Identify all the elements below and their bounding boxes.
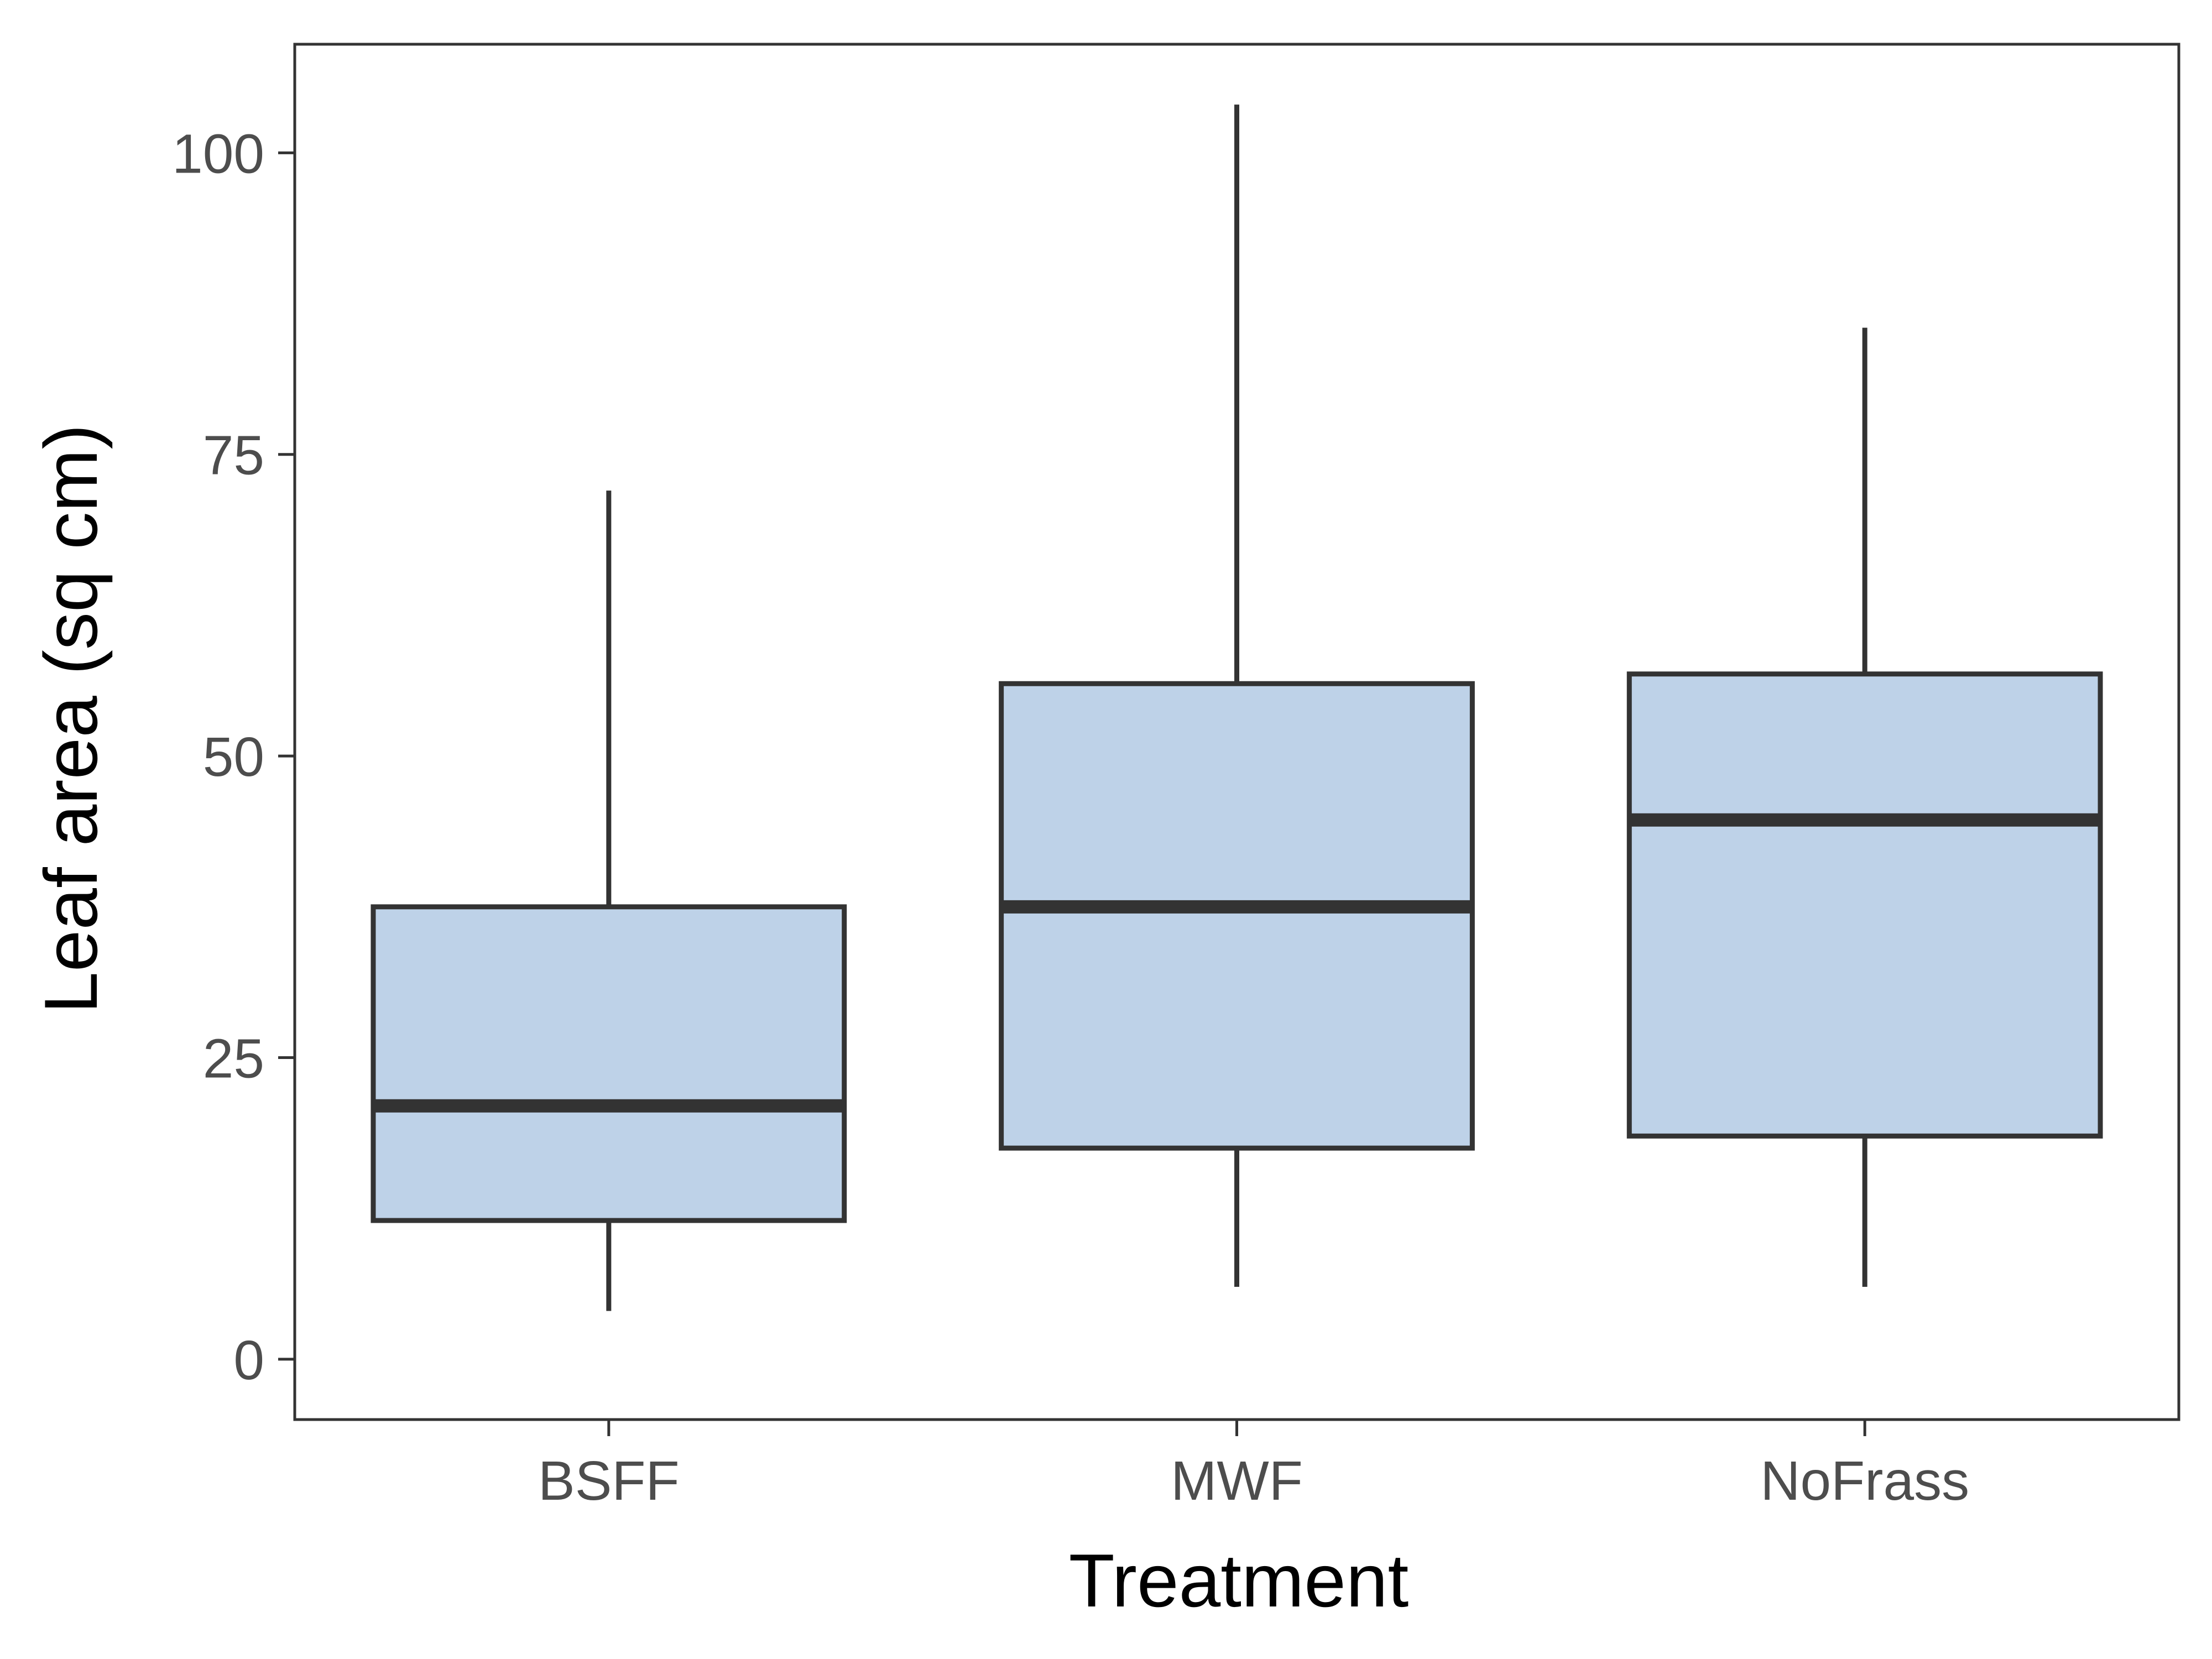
y-tick-label: 0 (233, 1329, 264, 1391)
y-tick-label: 75 (203, 425, 264, 487)
boxes-layer (371, 105, 2103, 1311)
box-bsff (371, 904, 847, 1223)
y-tick-label: 25 (203, 1028, 264, 1090)
box-mwf (999, 681, 1475, 1151)
y-axis-title: Leaf area (sq cm) (29, 424, 113, 1014)
y-tick-label: 50 (203, 726, 264, 788)
x-tick-label: MWF (1171, 1450, 1303, 1512)
y-axis: 0 25 50 75 100 (172, 123, 295, 1391)
x-axis: BSFF MWF NoFrass (538, 1420, 1969, 1512)
x-axis-title: Treatment (1069, 1538, 1409, 1623)
x-tick-label: NoFrass (1760, 1450, 1969, 1512)
box-nofrass (1626, 671, 2103, 1139)
y-tick-label: 100 (172, 123, 264, 185)
x-tick-label: BSFF (538, 1450, 680, 1512)
